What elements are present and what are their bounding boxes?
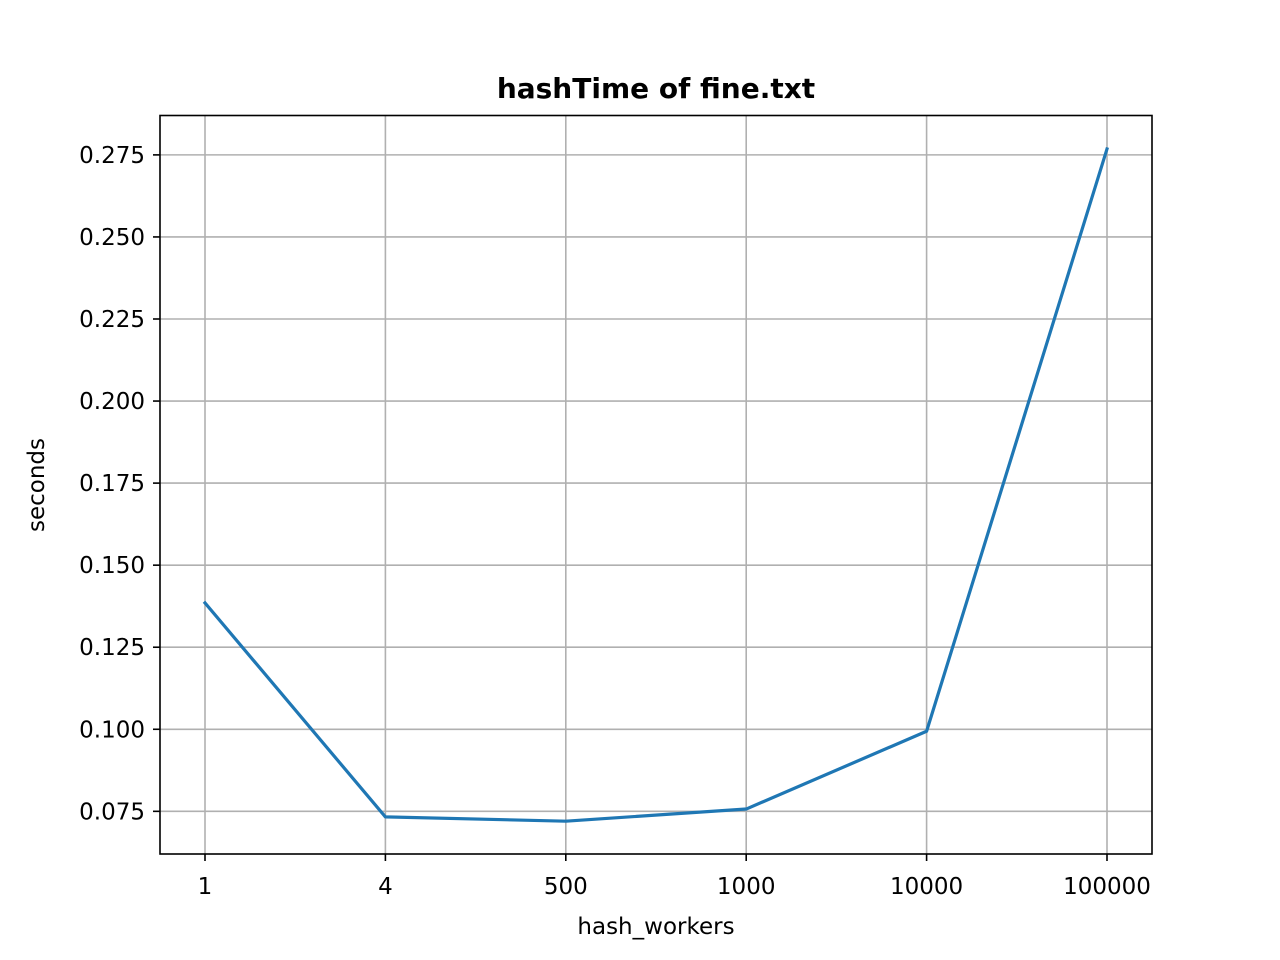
y-tick-label: 0.175: [79, 471, 145, 497]
y-tick-label: 0.100: [79, 717, 145, 743]
x-tick-label: 500: [544, 874, 588, 900]
y-axis-label: seconds: [24, 438, 50, 532]
x-tick-label: 100000: [1063, 874, 1151, 900]
x-tick-label: 4: [378, 874, 393, 900]
x-tick-label: 10000: [890, 874, 963, 900]
plot-frame: [159, 114, 1153, 855]
series-layer: [202, 146, 1110, 823]
ticks: 1 4 500 1000 10000 100000 0.075 0.100 0.125 0.150…: [79, 143, 1151, 900]
series-line: [202, 146, 1110, 823]
x-axis-label: hash_workers: [577, 914, 734, 940]
x-tick-label: 1: [198, 874, 213, 900]
y-tick-label: 0.225: [79, 307, 145, 333]
y-tick-label: 0.150: [79, 553, 145, 579]
y-tick-label: 0.200: [79, 389, 145, 415]
y-tick-label: 0.250: [79, 225, 145, 251]
grid: [160, 115, 1152, 854]
chart-title: hashTime of fine.txt: [497, 72, 815, 105]
y-tick-label: 0.125: [79, 635, 145, 661]
y-tick-label: 0.275: [79, 143, 145, 169]
y-tick-label: 0.075: [79, 799, 145, 825]
x-tick-label: 1000: [717, 874, 776, 900]
